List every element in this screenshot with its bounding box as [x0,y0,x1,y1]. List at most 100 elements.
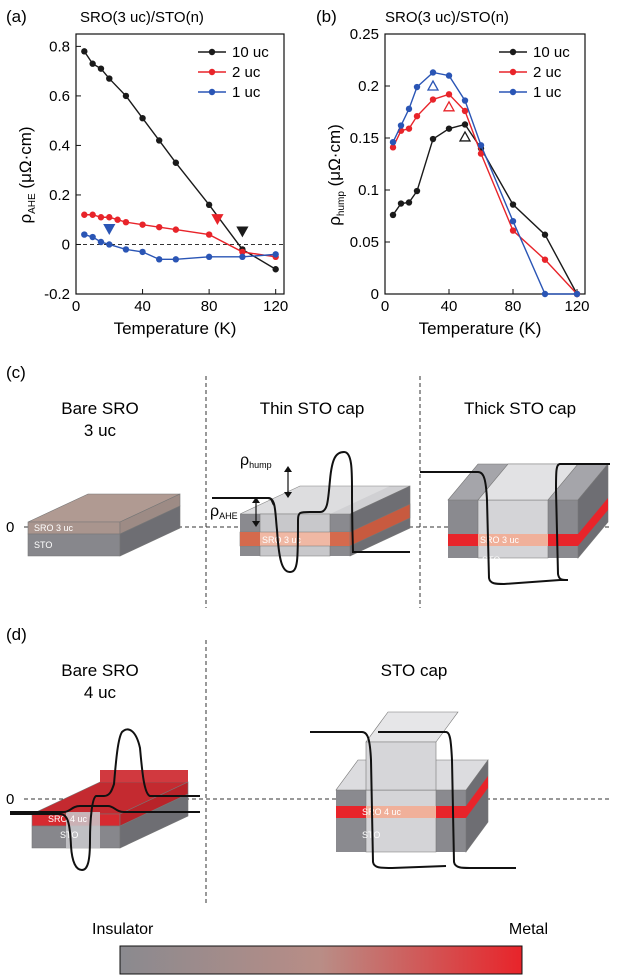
panel-b-axes: 0 40 80 120 0 0.05 0.1 0.15 0.2 0.25 10 uc 2 uc 1 uc [350,26,590,315]
y-tick-label: 0.6 [49,88,70,105]
panel-c-block-bare: SRO 3 uc STO [27,493,181,557]
data-point [397,200,405,207]
data-point [97,238,105,246]
panel-d-bare-hysteresis-loop [10,728,200,872]
data-point [477,150,485,157]
triangle-marker [211,214,224,226]
panel-c-thick-layer-label: SRO 3 uc [480,535,520,545]
panel-d-cap-substrate-label: STO [362,830,380,840]
panel-d-block-bare: SRO 4 uc STO [10,728,200,872]
data-point [205,201,213,209]
panel-a-ylabel: ρAHE (μΩ·cm) [16,126,38,223]
panel-d-label: (d) [6,625,27,644]
colorbar-right-label: Metal [509,921,548,938]
panel-c-ahe-label: ρAHE [210,503,238,521]
legend-label: 2 uc [232,64,261,81]
data-point [172,159,180,166]
data-point [573,290,581,298]
panel-d-block-cap: SRO 4 uc STO [310,711,516,870]
legend-swatch-marker [208,48,216,56]
colorbar-left-label: Insulator [92,921,154,938]
data-point [541,256,549,263]
panel-c-thick-hysteresis-loop [420,471,568,586]
panel-d-col2-title: STO cap [381,661,448,680]
data-point [97,65,105,72]
x-tick-label: 120 [564,298,589,315]
data-point [413,83,421,91]
panel-d-cap-hysteresis-loop [310,731,447,870]
data-point [429,69,437,76]
data-point [122,246,130,253]
panel-c-col3-title: Thick STO cap [464,399,576,418]
panel-a-title: SRO(3 uc)/STO(n) [80,9,204,26]
panel-c-col1-subtitle: 3 uc [84,421,117,440]
x-tick-label: 40 [134,298,151,315]
x-tick-label: 0 [381,298,389,315]
data-point [461,97,469,104]
data-point [509,201,517,208]
data-point [541,231,549,238]
y-tick-label: 0.05 [350,234,379,251]
panel-c-block-thick: SRO 3 uc STO [420,463,610,586]
colorbar: Insulator Metal [92,921,548,975]
x-tick-label: 40 [441,298,458,315]
data-point [81,231,88,238]
panel-c: (c) 0 Bare SRO 3 uc Thin STO cap Thick S… [6,363,612,608]
data-point [272,266,279,273]
data-point [389,138,397,146]
data-point [172,256,180,263]
data-point [461,107,469,115]
data-point [89,233,96,241]
panel-b-xlabel: Temperature (K) [419,319,542,338]
series-line-2-uc [392,93,578,295]
data-point [156,223,163,231]
panel-c-col2-title: Thin STO cap [260,399,365,418]
colorbar-gradient [119,945,523,975]
y-tick-label: 0.8 [49,38,70,55]
data-point [413,112,421,120]
data-point [405,125,413,132]
y-tick-label: 0.2 [49,187,70,204]
legend-label: 1 uc [232,84,261,101]
data-point [389,144,397,151]
y-tick-label: 0 [62,236,70,253]
legend-label: 1 uc [533,84,562,101]
data-point [509,227,517,234]
series-line-2-uc [84,214,276,258]
panel-a: (a) SRO(3 uc)/STO(n) 0 40 80 120-0.200.20.4… [6,7,288,338]
panel-c-thick-substrate-label: STO [482,555,500,565]
panel-c-col1-title: Bare SRO [61,399,138,418]
legend-label: 10 uc [533,44,570,61]
data-point [389,211,397,219]
panel-a-axes: 0 40 80 120-0.200.20.40.60.8 10 uc2 uc1 uc [44,33,288,315]
data-point [81,211,88,218]
data-point [172,226,180,233]
data-point [239,248,246,256]
legend-swatch-marker [509,68,517,76]
data-point [106,75,113,82]
data-point [81,48,88,55]
data-point [205,231,213,238]
panel-b-label: (b) [316,7,337,26]
panel-c-thin-layer-label: SRO 3 uc [262,535,302,545]
panel-c-thin-substrate-label: STO [268,555,286,565]
panel-d: (d) 0 Bare SRO 4 uc STO cap SRO 4 uc STO [6,625,612,905]
data-point [106,241,113,248]
panel-b-ylabel: ρhump (μΩ·cm) [325,124,347,226]
panel-c-bare-layer-label: SRO 3 uc [34,523,74,533]
data-point [114,216,121,223]
triangle-marker [458,130,472,142]
y-tick-label: 0.15 [350,130,379,147]
series-line-1-uc [84,233,276,261]
legend-swatch-marker [208,88,216,96]
data-point [405,105,413,113]
triangle-marker [236,226,249,238]
triangle-marker [426,79,440,91]
data-point [541,290,549,298]
panel-d-col1-title: Bare SRO [61,661,138,680]
x-tick-label: 120 [263,298,288,315]
data-point [509,218,517,225]
panel-d-cap-layer-label: SRO 4 uc [362,807,402,817]
data-point [122,92,130,100]
